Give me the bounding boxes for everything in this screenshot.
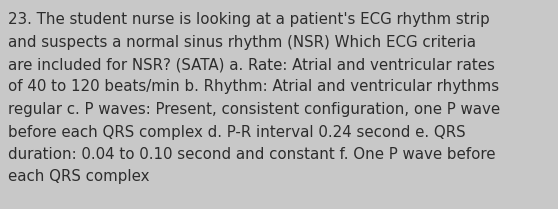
- Text: duration: 0.04 to 0.10 second and constant f. One P wave before: duration: 0.04 to 0.10 second and consta…: [8, 147, 496, 162]
- Text: are included for NSR? (SATA) a. Rate: Atrial and ventricular rates: are included for NSR? (SATA) a. Rate: At…: [8, 57, 495, 72]
- Text: each QRS complex: each QRS complex: [8, 169, 150, 185]
- Text: and suspects a normal sinus rhythm (NSR) Which ECG criteria: and suspects a normal sinus rhythm (NSR)…: [8, 34, 476, 50]
- Text: 23. The student nurse is looking at a patient's ECG rhythm strip: 23. The student nurse is looking at a pa…: [8, 12, 490, 27]
- Text: before each QRS complex d. P-R interval 0.24 second e. QRS: before each QRS complex d. P-R interval …: [8, 125, 465, 139]
- Text: regular c. P waves: Present, consistent configuration, one P wave: regular c. P waves: Present, consistent …: [8, 102, 500, 117]
- Text: of 40 to 120 beats/min b. Rhythm: Atrial and ventricular rhythms: of 40 to 120 beats/min b. Rhythm: Atrial…: [8, 79, 499, 94]
